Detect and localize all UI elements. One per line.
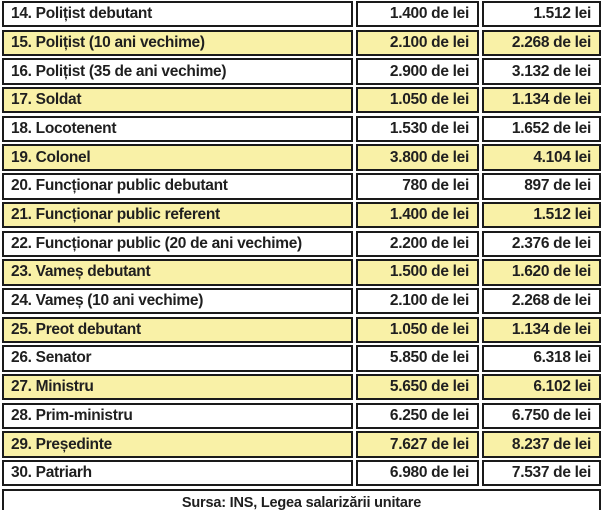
old-salary-cell: 1.050 de lei [356, 316, 479, 343]
new-salary-cell: 1.134 de lei [482, 316, 601, 343]
position-cell: 21. Funcționar public referent [2, 201, 353, 229]
new-salary-cell: 4.104 lei [482, 144, 601, 171]
new-salary-cell: 6.318 lei [482, 345, 601, 372]
position-cell: 24. Vameș (10 ani vechime) [2, 287, 353, 315]
table-row: 20. Funcționar public debutant 780 de lei… [2, 173, 601, 200]
table-row: 23. Vameș debutant 1.500 de lei 1.620 de l… [2, 259, 601, 286]
table-row: 26. Senator 5.850 de lei 6.318 lei [2, 345, 601, 372]
table-row: 18. Locotenent 1.530 de lei 1.652 de lei [2, 115, 601, 143]
table-row: 27. Ministru 5.650 de lei 6.102 lei [2, 373, 601, 401]
new-salary-cell: 897 de lei [482, 173, 601, 200]
position-cell: 27. Ministru [2, 373, 353, 401]
old-salary-cell: 7.627 de lei [356, 431, 479, 458]
old-salary-cell: 5.850 de lei [356, 345, 479, 372]
table-row: 28. Prim-ministru 6.250 de lei 6.750 de le… [2, 402, 601, 430]
old-salary-cell: 2.200 de lei [356, 230, 479, 257]
table-row: 21. Funcționar public referent 1.400 de l… [2, 201, 601, 229]
new-salary-cell: 3.132 de lei [482, 58, 601, 85]
table-row: 19. Colonel 3.800 de lei 4.104 lei [2, 144, 601, 171]
position-cell: 26. Senator [2, 345, 353, 372]
table-row: 24. Vameș (10 ani vechime) 2.100 de lei 2.… [2, 287, 601, 315]
table-source-note: Sursa: INS, Legea salarizării unitare [2, 488, 601, 510]
table-row: 25. Preot debutant 1.050 de lei 1.134 de l… [2, 316, 601, 343]
position-cell: 20. Funcționar public debutant [2, 173, 353, 200]
new-salary-cell: 1.512 lei [482, 201, 601, 229]
old-salary-cell: 780 de lei [356, 173, 479, 200]
old-salary-cell: 1.050 de lei [356, 87, 479, 114]
old-salary-cell: 1.400 de lei [356, 201, 479, 229]
position-cell: 16. Polițist (35 de ani vechime) [2, 58, 353, 85]
table-rows: 14. Polițist debutant 1.400 de lei 1.512 l… [2, 1, 601, 487]
table-row: 17. Soldat 1.050 de lei 1.134 de lei [2, 87, 601, 114]
new-salary-cell: 1.512 lei [482, 1, 601, 28]
old-salary-cell: 5.650 de lei [356, 373, 479, 401]
position-cell: 30. Patriarh [2, 460, 353, 487]
new-salary-cell: 7.537 de lei [482, 460, 601, 487]
old-salary-cell: 1.530 de lei [356, 115, 479, 143]
position-cell: 23. Vameș debutant [2, 259, 353, 286]
new-salary-cell: 2.268 de lei [482, 29, 601, 57]
old-salary-cell: 1.400 de lei [356, 1, 479, 28]
position-cell: 17. Soldat [2, 87, 353, 114]
new-salary-cell: 1.652 de lei [482, 115, 601, 143]
position-cell: 25. Preot debutant [2, 316, 353, 343]
old-salary-cell: 2.100 de lei [356, 287, 479, 315]
position-cell: 19. Colonel [2, 144, 353, 171]
old-salary-cell: 1.500 de lei [356, 259, 479, 286]
position-cell: 22. Funcționar public (20 de ani vechime… [2, 230, 353, 257]
old-salary-cell: 2.900 de lei [356, 58, 479, 85]
new-salary-cell: 1.134 de lei [482, 87, 601, 114]
old-salary-cell: 3.800 de lei [356, 144, 479, 171]
position-cell: 15. Polițist (10 ani vechime) [2, 29, 353, 57]
table-row: 22. Funcționar public (20 de ani vechime… [2, 230, 601, 257]
new-salary-cell: 6.750 de lei [482, 402, 601, 430]
new-salary-cell: 2.268 de lei [482, 287, 601, 315]
table-row: 16. Polițist (35 de ani vechime) 2.900 de… [2, 58, 601, 85]
old-salary-cell: 2.100 de lei [356, 29, 479, 57]
table-row: 15. Polițist (10 ani vechime) 2.100 de le… [2, 29, 601, 57]
new-salary-cell: 8.237 de lei [482, 431, 601, 458]
old-salary-cell: 6.250 de lei [356, 402, 479, 430]
position-cell: 18. Locotenent [2, 115, 353, 143]
position-cell: 14. Polițist debutant [2, 1, 353, 28]
old-salary-cell: 6.980 de lei [356, 460, 479, 487]
new-salary-cell: 2.376 de lei [482, 230, 601, 257]
position-cell: 29. Președinte [2, 431, 353, 458]
position-cell: 28. Prim-ministru [2, 402, 353, 430]
table-row: 14. Polițist debutant 1.400 de lei 1.512 l… [2, 1, 601, 28]
new-salary-cell: 1.620 de lei [482, 259, 601, 286]
table-row: 29. Președinte 7.627 de lei 8.237 de lei [2, 431, 601, 458]
new-salary-cell: 6.102 lei [482, 373, 601, 401]
table-row: 30. Patriarh 6.980 de lei 7.537 de lei [2, 460, 601, 487]
